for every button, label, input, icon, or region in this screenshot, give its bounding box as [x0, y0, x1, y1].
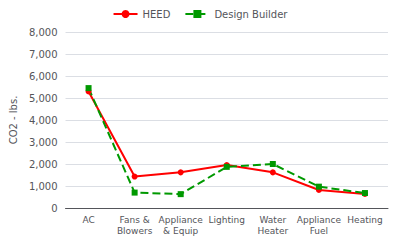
svg-text:Heater: Heater	[258, 226, 289, 236]
svg-text:Fuel: Fuel	[310, 226, 328, 236]
svg-text:3,000: 3,000	[29, 137, 58, 148]
svg-text:CO2 - lbs.: CO2 - lbs.	[8, 96, 19, 145]
svg-text:Heating: Heating	[347, 215, 382, 225]
svg-text:Blowers: Blowers	[117, 226, 153, 236]
svg-text:AC: AC	[82, 215, 94, 225]
svg-text:4,000: 4,000	[29, 115, 58, 126]
svg-text:7,000: 7,000	[29, 49, 58, 60]
svg-text:HEED: HEED	[143, 9, 171, 20]
svg-text:2,000: 2,000	[29, 159, 58, 170]
svg-text:8,000: 8,000	[29, 27, 58, 38]
svg-text:Design Builder: Design Builder	[214, 9, 288, 20]
svg-text:Water: Water	[260, 215, 287, 225]
svg-text:1,000: 1,000	[29, 181, 58, 192]
svg-text:Lighting: Lighting	[209, 215, 245, 225]
svg-text:Appliance: Appliance	[297, 215, 342, 225]
svg-text:5,000: 5,000	[29, 93, 58, 104]
svg-text:Appliance: Appliance	[159, 215, 204, 225]
svg-text:6,000: 6,000	[29, 71, 58, 82]
svg-text:0: 0	[51, 203, 57, 214]
svg-text:Fans &: Fans &	[120, 215, 150, 225]
svg-text:& Equip: & Equip	[163, 226, 198, 236]
